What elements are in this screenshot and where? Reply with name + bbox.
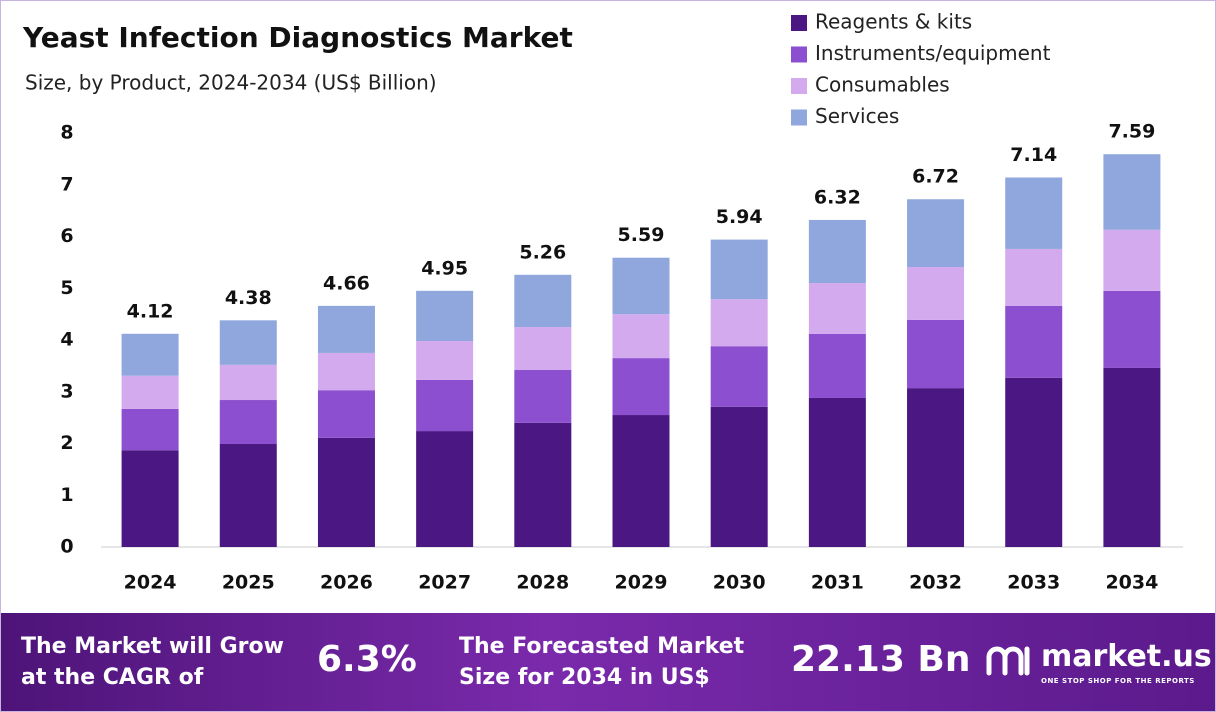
bar-segment — [514, 370, 572, 423]
legend-label: Reagents & kits — [815, 10, 972, 34]
bar-segment — [317, 352, 375, 391]
x-tick-label: 2031 — [811, 572, 864, 594]
bar-segment — [121, 450, 179, 547]
bar-segment — [907, 267, 965, 320]
y-tick-label: 3 — [60, 380, 73, 402]
total-label: 7.59 — [1108, 121, 1155, 143]
bar-segment — [121, 408, 179, 451]
bar-segment — [907, 319, 965, 389]
total-label: 5.94 — [716, 206, 763, 228]
bar-segment — [416, 431, 474, 547]
cagr-text: The Market will Grow at the CAGR of — [21, 631, 284, 693]
bar-segment — [907, 199, 965, 268]
x-tick-label: 2027 — [418, 572, 471, 594]
bar-segment — [808, 333, 866, 398]
chart-title: Yeast Infection Diagnostics Market — [22, 21, 573, 54]
legend-label: Consumables — [815, 73, 950, 97]
bar-segment — [121, 375, 179, 409]
bar-segment — [416, 290, 474, 342]
bar-segment — [1005, 177, 1063, 249]
bar-segment — [907, 388, 965, 547]
x-tick-label: 2025 — [222, 572, 275, 594]
brand-icon — [986, 646, 1030, 676]
bar-segment — [514, 327, 572, 371]
chart-subtitle: Size, by Product, 2024-2034 (US$ Billion… — [25, 71, 437, 95]
y-tick-label: 5 — [60, 277, 73, 299]
bar-segment — [710, 239, 768, 300]
bar-segment — [121, 333, 179, 376]
forecast-line: The Forecasted Market — [459, 634, 745, 659]
bar-segment — [808, 219, 866, 284]
total-label: 4.38 — [225, 287, 272, 309]
total-label: 5.26 — [519, 241, 566, 263]
total-label: 6.72 — [912, 166, 959, 188]
x-tick-label: 2032 — [909, 572, 962, 594]
y-tick-label: 2 — [60, 432, 73, 454]
bar-segment — [612, 415, 670, 547]
bar-segment — [219, 400, 277, 445]
bar-segment — [808, 397, 866, 547]
forecast-line: Size for 2034 in US$ — [459, 665, 710, 690]
cagr-line: The Market will Grow — [21, 634, 284, 659]
bar-segment — [1103, 290, 1161, 368]
y-tick-label: 6 — [60, 225, 73, 247]
forecast-text: The Forecasted Market Size for 2034 in U… — [459, 631, 744, 693]
cagr-value: 6.3% — [317, 639, 417, 680]
x-tick-label: 2028 — [516, 572, 569, 594]
bar-segment — [514, 422, 572, 547]
legend-label: Instruments/equipment — [815, 41, 1051, 65]
chart: Yeast Infection Diagnostics Market Size,… — [22, 10, 1183, 594]
bar-segment — [317, 437, 375, 547]
legend-swatch — [791, 78, 807, 94]
forecast-value: 22.13 Bn — [791, 639, 971, 680]
bar-segment — [416, 341, 474, 380]
y-tick-label: 4 — [60, 329, 73, 351]
brand: market.us — [1041, 639, 1212, 674]
x-tick-label: 2034 — [1105, 572, 1158, 594]
legend-swatch — [791, 15, 807, 31]
x-tick-label: 2033 — [1007, 572, 1060, 594]
bar-segment — [1005, 305, 1063, 378]
bar-segment — [612, 314, 670, 359]
bar-segment — [1005, 377, 1063, 547]
footer: The Market will Grow at the CAGR of 6.3%… — [1, 613, 1215, 711]
bar-segment — [710, 346, 768, 407]
x-tick-label: 2026 — [320, 572, 373, 594]
bar-segment — [1103, 367, 1161, 547]
y-tick-label: 1 — [60, 484, 73, 506]
bar-segment — [317, 390, 375, 438]
cagr-line: at the CAGR of — [21, 665, 204, 690]
bar-segment — [514, 274, 572, 328]
legend-swatch — [791, 109, 807, 126]
x-tick-label: 2029 — [615, 572, 668, 594]
bar-segment — [710, 299, 768, 347]
bar-segment — [219, 364, 277, 401]
total-label: 4.66 — [323, 272, 370, 294]
bar-segment — [808, 283, 866, 334]
bar-segment — [1005, 248, 1063, 306]
x-tick-label: 2030 — [713, 572, 766, 594]
bar-segment — [612, 358, 670, 416]
total-label: 7.14 — [1010, 144, 1057, 166]
bar-segment — [710, 406, 768, 547]
legend-label: Services — [815, 104, 899, 128]
bar-segment — [1103, 154, 1161, 230]
bar-segment — [416, 379, 474, 432]
total-label: 4.12 — [127, 300, 174, 322]
bar-segment — [219, 320, 277, 365]
bar-segment — [1103, 229, 1161, 291]
y-tick-label: 7 — [60, 173, 73, 195]
total-label: 5.59 — [618, 224, 665, 246]
x-tick-label: 2024 — [124, 572, 177, 594]
bar-segment — [317, 305, 375, 353]
bar-segment — [219, 444, 277, 547]
y-tick-label: 0 — [60, 536, 73, 558]
total-label: 6.32 — [814, 186, 861, 208]
bar-segment — [612, 257, 670, 315]
legend-swatch — [791, 46, 807, 63]
total-label: 4.95 — [421, 257, 468, 279]
y-tick-label: 8 — [60, 122, 73, 144]
tagline: ONE STOP SHOP FOR THE REPORTS — [1041, 677, 1195, 685]
